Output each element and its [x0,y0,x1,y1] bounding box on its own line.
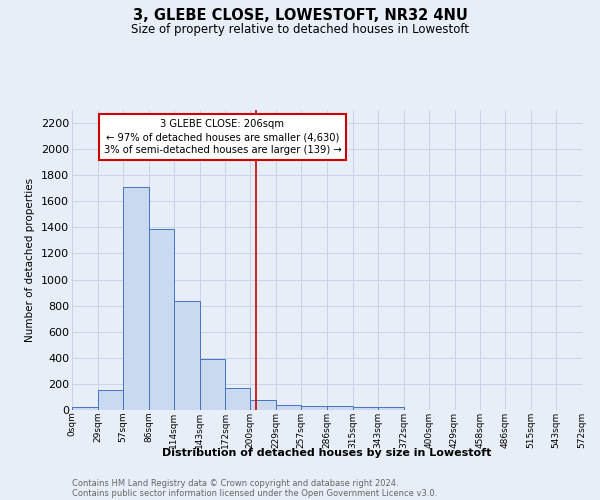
Bar [72,408,98,410]
Text: Contains HM Land Registry data © Crown copyright and database right 2024.: Contains HM Land Registry data © Crown c… [72,478,398,488]
Bar [378,408,404,410]
Bar [173,301,199,410]
Bar [250,400,276,410]
Bar [123,187,149,410]
Text: Distribution of detached houses by size in Lowestoft: Distribution of detached houses by size … [163,448,491,458]
Bar [149,228,173,410]
Bar [98,390,123,410]
Bar [276,406,301,410]
Text: 3, GLEBE CLOSE, LOWESTOFT, NR32 4NU: 3, GLEBE CLOSE, LOWESTOFT, NR32 4NU [133,8,467,22]
Y-axis label: Number of detached properties: Number of detached properties [25,178,35,342]
Bar [226,388,250,410]
Bar [199,359,226,410]
Bar [301,406,327,410]
Text: 3 GLEBE CLOSE: 206sqm
← 97% of detached houses are smaller (4,630)
3% of semi-de: 3 GLEBE CLOSE: 206sqm ← 97% of detached … [104,119,341,156]
Text: Size of property relative to detached houses in Lowestoft: Size of property relative to detached ho… [131,22,469,36]
Bar [327,406,353,410]
Bar [353,406,378,410]
Text: Contains public sector information licensed under the Open Government Licence v3: Contains public sector information licen… [72,488,437,498]
